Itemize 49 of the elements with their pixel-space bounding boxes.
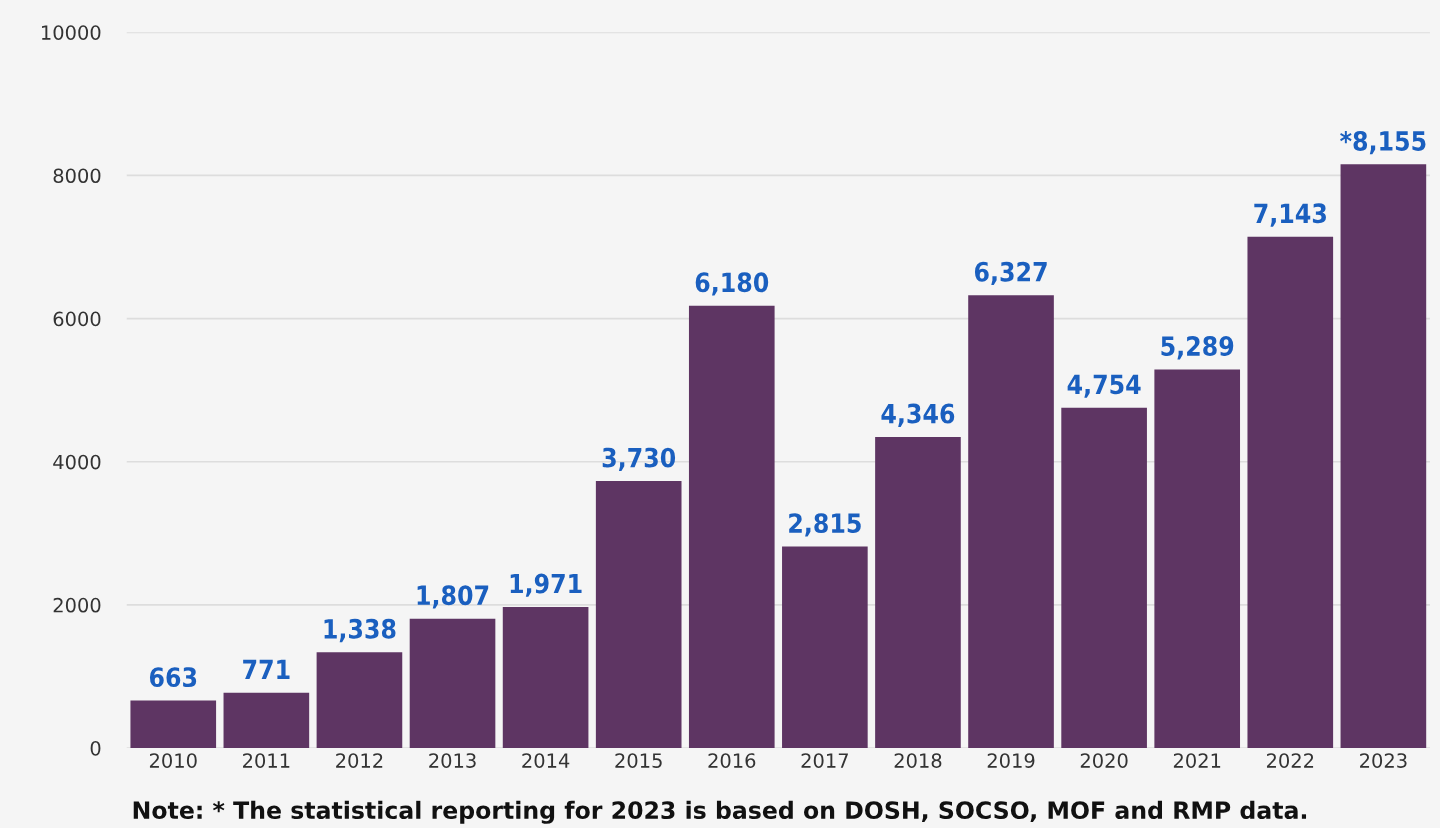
x-tick-label: 2011 (243, 753, 290, 768)
x-tick-label: 2022 (1266, 753, 1314, 768)
bar (688, 305, 775, 749)
data-label: 4,754 (1067, 374, 1141, 398)
x-tick-label: 2013 (429, 753, 476, 768)
x-tick-label: 2019 (987, 753, 1035, 768)
x-tick-label: 2020 (1080, 753, 1128, 768)
x-tick-label: 2021 (1173, 753, 1221, 768)
y-tick-label: 6000 (53, 311, 101, 327)
bar (502, 606, 589, 749)
data-label: 1,807 (417, 585, 489, 609)
data-label: 2,815 (789, 513, 861, 537)
data-label: 6,180 (695, 272, 769, 296)
x-tick-label: 2014 (522, 753, 570, 768)
bar (1340, 164, 1427, 749)
data-label: 1,338 (324, 618, 396, 643)
y-tick-label: 10000 (42, 25, 101, 40)
data-label: 7,143 (1254, 203, 1326, 227)
bar (968, 295, 1054, 749)
data-label: *8,155 (1340, 130, 1426, 155)
x-tick-label: 2016 (708, 753, 756, 768)
bar (875, 436, 961, 749)
bar (316, 652, 403, 749)
y-tick-label: 8000 (53, 168, 101, 184)
data-label: 3,730 (602, 447, 676, 471)
bar (409, 618, 496, 749)
y-tick-label: 2000 (53, 597, 101, 613)
data-label: 5,289 (1161, 336, 1234, 360)
x-tick-label: 2017 (801, 753, 848, 768)
y-tick-label: 4000 (53, 454, 101, 470)
bar (130, 700, 217, 749)
data-label: 771 (243, 659, 290, 680)
bar (595, 481, 682, 749)
data-label: 1,971 (510, 573, 582, 597)
x-tick-label: 2023 (1360, 753, 1407, 768)
bar (1061, 407, 1147, 749)
data-label: 663 (149, 667, 197, 688)
x-tick-label: 2012 (336, 753, 383, 768)
bar (782, 546, 868, 749)
x-tick-label: 2018 (894, 753, 942, 768)
y-tick-label: 0 (90, 740, 101, 756)
data-label: 6,327 (974, 261, 1047, 286)
text: Note: * The statistical reporting for 2023 is based on DOSH, SOCSO, MOF and RMP data. (133, 800, 1307, 824)
bar (223, 692, 310, 749)
bar (1247, 236, 1334, 749)
bar (1154, 369, 1241, 749)
data-label: 4,346 (881, 403, 955, 427)
x-tick-label: 2010 (149, 753, 197, 768)
x-tick-label: 2015 (615, 753, 662, 768)
